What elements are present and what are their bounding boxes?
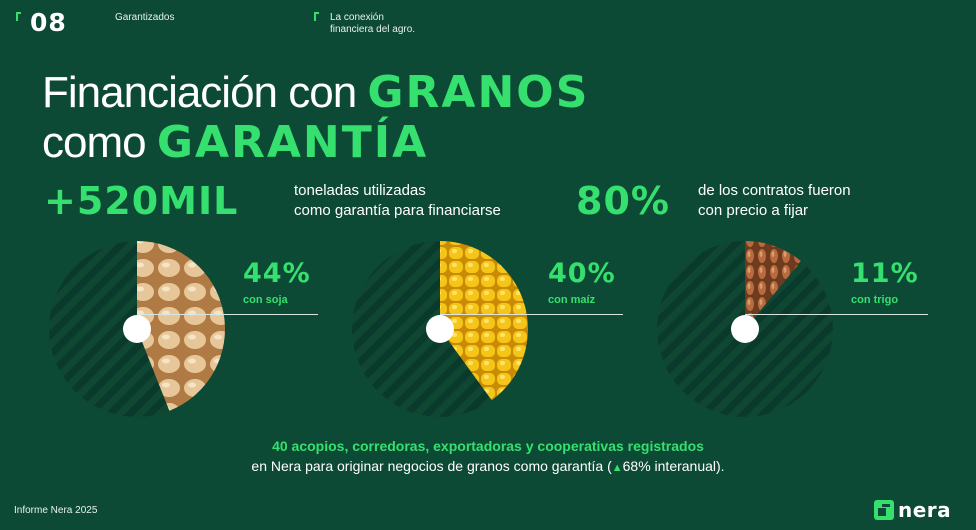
nera-logo: nera <box>874 498 951 522</box>
wheat-label: con trigo <box>851 294 899 306</box>
contracts-stat-value: 80% <box>576 179 670 223</box>
section-label: Garantizados <box>115 12 175 23</box>
growth-value: 68% interanual). <box>622 458 725 474</box>
wheat-center-dot <box>731 315 759 343</box>
wheat-divider <box>745 314 928 315</box>
pie-slice-wheat <box>745 241 802 329</box>
report-label: Informe Nera 2025 <box>14 505 98 516</box>
title-plain-1: Financiación con <box>42 68 368 117</box>
soy-center-dot <box>123 315 151 343</box>
corn-center-dot <box>426 315 454 343</box>
nera-logo-icon <box>874 500 894 520</box>
corner-mark-icon <box>314 12 319 21</box>
triangle-up-icon: ▲ <box>611 462 623 474</box>
nera-logo-text: nera <box>898 498 952 522</box>
title-accent-2: GARANTÍA <box>156 117 429 168</box>
wheat-percentage: 11% <box>851 258 919 289</box>
soy-percentage: 44% <box>243 258 311 289</box>
corn-label: con maíz <box>548 294 596 306</box>
registrations-text-main: en Nera para originar negocios de granos… <box>251 458 612 474</box>
tagline: La conexión financiera del agro. <box>330 12 416 35</box>
tons-stat-value: +520MIL <box>44 179 239 223</box>
title-plain-2: como <box>42 118 157 167</box>
tons-stat-text: toneladas utilizadas como garantía para … <box>294 182 501 219</box>
page-number: 08 <box>30 8 67 37</box>
title-line-1: Financiación con GRANOS <box>42 68 589 118</box>
pie-slice-soybeans <box>137 241 226 411</box>
soy-divider <box>137 314 318 315</box>
registrations-note: 40 acopios, corredoras, exportadoras y c… <box>0 436 976 478</box>
title-line-2: como GARANTÍA <box>42 118 589 168</box>
pie-slice-corn <box>440 241 528 401</box>
registrations-text: en Nera para originar negocios de granos… <box>0 456 976 478</box>
soy-label: con soja <box>243 294 288 306</box>
contracts-stat-text: de los contratos fueron con precio a fij… <box>698 182 851 219</box>
corn-divider <box>440 314 623 315</box>
corner-mark-icon <box>16 12 21 21</box>
title-accent-1: GRANOS <box>367 67 590 118</box>
page-title: Financiación con GRANOS como GARANTÍA <box>42 68 589 168</box>
corn-percentage: 40% <box>548 258 616 289</box>
registrations-highlight: 40 acopios, corredoras, exportadoras y c… <box>272 438 704 454</box>
